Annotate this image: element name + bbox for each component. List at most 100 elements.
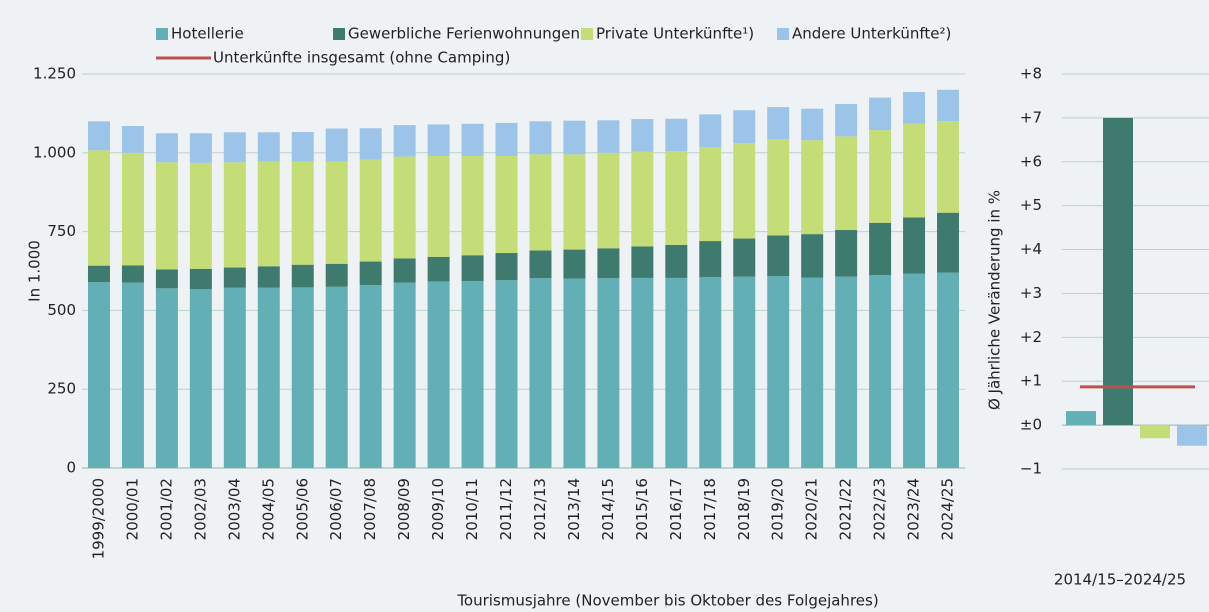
bar-segment [801,234,824,278]
x-tick-label: 2016/17 [667,478,685,540]
bar-segment [597,152,620,249]
bar-segment [325,128,348,162]
bar-segment [733,276,756,468]
y-tick-label: 1.250 [33,65,76,83]
y-tick-label: +2 [1020,328,1042,346]
y-axis-title: In 1.000 [26,240,44,302]
bar-segment [869,130,892,223]
legend-label: Unterkünfte insgesamt (ohne Camping) [213,49,510,67]
bar-segment [121,282,144,468]
legend-label: Private Unterkünfte¹) [596,25,754,43]
bar-segment [903,91,926,124]
x-tick-label: 2002/03 [191,478,209,540]
bar [1103,117,1133,426]
bar-segment [563,249,586,279]
bar-segment [529,278,552,468]
x-tick-label: 2019/20 [769,478,787,540]
bar-segment [325,161,348,264]
bar-segment [767,235,790,277]
x-tick-label: 2003/04 [225,478,243,540]
bar-segment [903,123,926,218]
bar-segment [665,118,688,152]
bar-segment [359,128,382,160]
bar-segment [699,147,722,242]
bar-segment [835,230,858,277]
bar-segment [121,152,144,266]
y-tick-label: +5 [1020,196,1042,214]
bar-segment [665,151,688,245]
bar-segment [835,276,858,468]
bar-segment [869,275,892,468]
bar-segment [223,267,246,288]
y-tick-label: 500 [47,301,76,319]
bar-segment [359,261,382,286]
bar-segment [767,139,790,236]
bar-segment [869,97,892,131]
bar-segment [631,151,654,247]
bar-segment [189,289,212,468]
bar-segment [461,123,484,156]
bar-segment [257,287,280,468]
bar-segment [291,287,314,468]
bar-segment [937,212,960,273]
bar-segment [393,156,416,259]
bar-segment [699,114,722,148]
bar-segment [461,255,484,282]
legend-label: Hotellerie [171,25,244,43]
bar-segment [733,238,756,277]
bar-segment [223,287,246,468]
bar-segment [563,120,586,155]
bar-segment [869,222,892,276]
bar-segment [155,288,178,468]
x-tick-label: 2007/08 [361,478,379,540]
bar-segment [427,155,450,257]
y-tick-label: 750 [47,222,76,240]
x-tick-label: 2014/15 [599,478,617,540]
bar-segment [529,250,552,279]
bar-segment [257,266,280,288]
legend-swatch [156,28,168,40]
bar-segment [291,264,314,288]
bar-segment [835,103,858,137]
bar-segment [87,282,110,468]
bar-segment [291,131,314,162]
bar-segment [631,119,654,152]
bar-segment [359,159,382,262]
bar-segment [495,155,518,254]
x-tick-label: 2006/07 [327,478,345,540]
bar-segment [801,140,824,235]
legend-swatch [333,28,345,40]
bar-segment [189,133,212,163]
bar-segment [427,124,450,156]
x-axis-title: Tourismusjahre (November bis Oktober des… [456,592,878,610]
bar-segment [699,241,722,277]
x-tick-label: 2013/14 [565,478,583,540]
bar [1140,425,1170,439]
bar-segment [529,154,552,251]
bar-segment [121,126,144,153]
bar-segment [189,162,212,269]
x-tick-label: 1999/2000 [89,478,107,559]
x-tick-label: 2018/19 [735,478,753,540]
bar-segment [733,110,756,144]
bar-segment [597,248,620,279]
bar-segment [665,277,688,468]
bar-segment [325,286,348,468]
bar-segment [529,121,552,155]
bar-segment [733,143,756,239]
bar-segment [257,161,280,267]
bar-segment [563,278,586,468]
x-tick-label: 2010/11 [463,478,481,540]
x-tick-label: 2004/05 [259,478,277,540]
bar-segment [631,246,654,278]
bar-segment [223,132,246,163]
x-tick-label: 2008/09 [395,478,413,540]
bar [1177,425,1207,446]
y-axis-title-right: Ø Jährliche Veränderung in % [986,190,1004,410]
bar-segment [461,281,484,468]
bar-segment [597,120,620,153]
y-tick-label: +3 [1020,284,1042,302]
x-tick-label: 2011/12 [497,478,515,540]
x-tick-label: 2000/01 [123,478,141,540]
bar-segment [699,276,722,468]
